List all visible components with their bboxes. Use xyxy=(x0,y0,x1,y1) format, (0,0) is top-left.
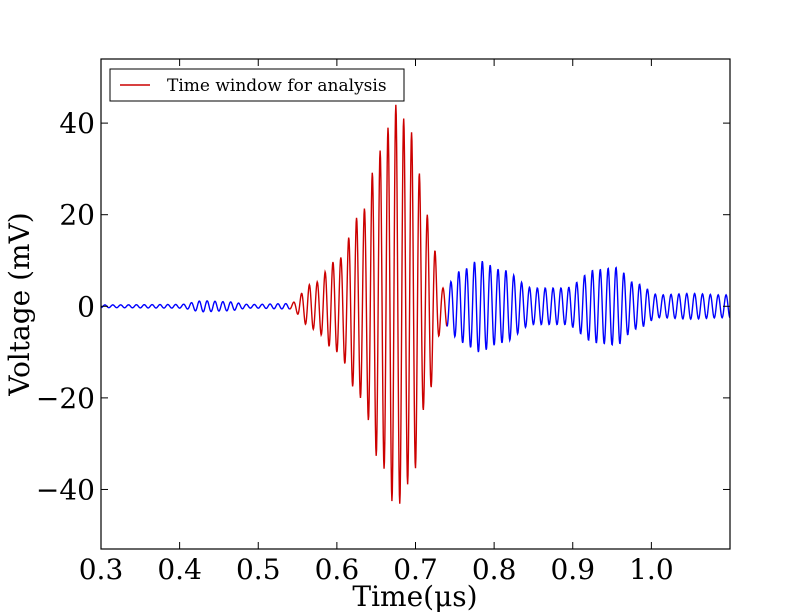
y-tick-label: −40 xyxy=(36,473,95,506)
y-tick-label: 40 xyxy=(59,107,95,140)
x-tick-label: 1.0 xyxy=(629,553,674,586)
y-axis-title: Voltage (mV) xyxy=(3,212,36,396)
legend-label: Time window for analysis xyxy=(167,76,387,96)
series-red-window xyxy=(289,104,448,504)
plot-area xyxy=(101,59,730,549)
ticks-layer: 0.3 0.4 0.5 0.6 0.7 0.8 0.9 1.0 −40 −20 0 20 40 xyxy=(36,59,730,586)
plot-frame xyxy=(100,58,731,550)
series-blue-pre xyxy=(100,300,290,313)
y-tick-label: −20 xyxy=(36,382,95,415)
x-tick-label: 0.7 xyxy=(393,553,438,586)
x-tick-label: 0.5 xyxy=(236,553,281,586)
x-tick-label: 0.9 xyxy=(550,553,595,586)
series-layer xyxy=(100,104,731,504)
x-tick-label: 0.8 xyxy=(472,553,517,586)
legend-frame xyxy=(109,68,405,102)
x-tick-label: 0.4 xyxy=(157,553,202,586)
x-tick-label: 0.3 xyxy=(79,553,124,586)
series-blue-post xyxy=(446,260,731,353)
x-tick-label: 0.6 xyxy=(315,553,360,586)
legend: Time window for analysis xyxy=(109,68,405,102)
y-tick-label: 0 xyxy=(77,290,95,323)
x-axis-title: Time(μs) xyxy=(352,580,477,612)
y-tick-label: 20 xyxy=(59,199,95,232)
